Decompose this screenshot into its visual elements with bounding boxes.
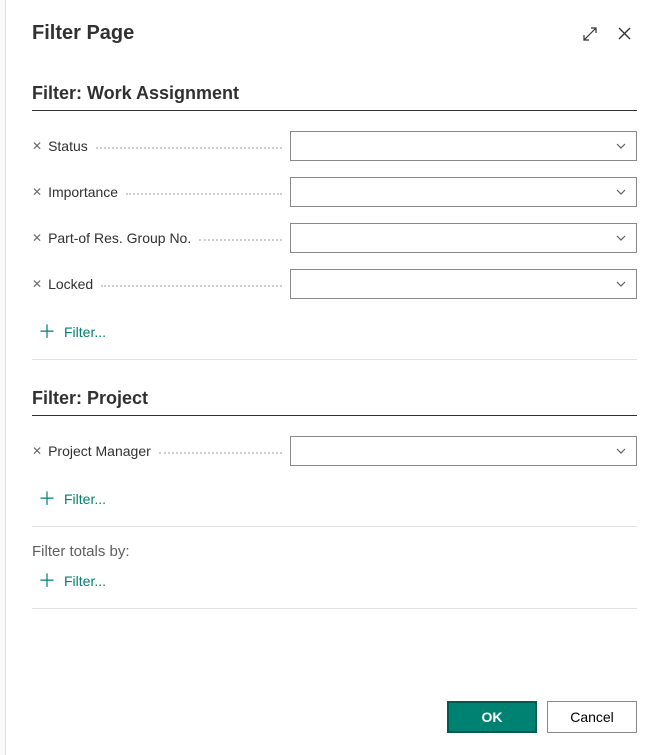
remove-filter-icon[interactable]: ✕ bbox=[32, 186, 42, 198]
plus-icon: ＋ bbox=[38, 490, 56, 508]
add-filter-label: Filter... bbox=[64, 324, 106, 340]
chevron-down-icon bbox=[614, 185, 628, 199]
filter-row-importance: ✕ Importance bbox=[32, 177, 637, 207]
filter-row-locked: ✕ Locked bbox=[32, 269, 637, 299]
chevron-down-icon bbox=[614, 231, 628, 245]
add-filter-work-assignment[interactable]: ＋ Filter... bbox=[38, 323, 106, 341]
dialog-header: Filter Page bbox=[6, 0, 655, 55]
filter-label-wrap: ✕ Part-of Res. Group No. bbox=[32, 230, 290, 246]
plus-icon: ＋ bbox=[38, 323, 56, 341]
locked-dropdown[interactable] bbox=[290, 269, 637, 299]
filter-row-status: ✕ Status bbox=[32, 131, 637, 161]
add-filter-totals[interactable]: ＋ Filter... bbox=[38, 572, 106, 590]
ok-button[interactable]: OK bbox=[447, 701, 537, 733]
filter-row-project-manager: ✕ Project Manager bbox=[32, 436, 637, 466]
page-title: Filter Page bbox=[32, 22, 567, 45]
section-rule bbox=[32, 110, 637, 111]
filter-label: Importance bbox=[48, 184, 122, 200]
section-rule bbox=[32, 415, 637, 416]
dotted-leader bbox=[96, 147, 282, 149]
add-filter-project[interactable]: ＋ Filter... bbox=[38, 490, 106, 508]
filter-label-wrap: ✕ Importance bbox=[32, 184, 290, 200]
section-divider bbox=[32, 359, 637, 360]
filter-page-dialog: Filter Page Filter: Work Assignment ✕ St… bbox=[6, 0, 655, 755]
status-dropdown[interactable] bbox=[290, 131, 637, 161]
filter-label: Status bbox=[48, 138, 92, 154]
plus-icon: ＋ bbox=[38, 572, 56, 590]
remove-filter-icon[interactable]: ✕ bbox=[32, 140, 42, 152]
dotted-leader bbox=[199, 239, 282, 241]
dotted-leader bbox=[101, 285, 282, 287]
filter-label-wrap: ✕ Status bbox=[32, 138, 290, 154]
add-filter-label: Filter... bbox=[64, 573, 106, 589]
expand-icon[interactable] bbox=[579, 23, 601, 45]
section-divider bbox=[32, 608, 637, 609]
section-title-project: Filter: Project bbox=[32, 388, 637, 409]
filter-label: Part-of Res. Group No. bbox=[48, 230, 195, 246]
dotted-leader bbox=[126, 193, 282, 195]
importance-dropdown[interactable] bbox=[290, 177, 637, 207]
cancel-button[interactable]: Cancel bbox=[547, 701, 637, 733]
dialog-content: Filter: Work Assignment ✕ Status ✕ Impor… bbox=[6, 55, 655, 685]
chevron-down-icon bbox=[614, 277, 628, 291]
filter-label: Locked bbox=[48, 276, 97, 292]
add-filter-label: Filter... bbox=[64, 491, 106, 507]
chevron-down-icon bbox=[614, 444, 628, 458]
remove-filter-icon[interactable]: ✕ bbox=[32, 278, 42, 290]
remove-filter-icon[interactable]: ✕ bbox=[32, 232, 42, 244]
filter-label: Project Manager bbox=[48, 443, 155, 459]
chevron-down-icon bbox=[614, 139, 628, 153]
project-manager-dropdown[interactable] bbox=[290, 436, 637, 466]
section-title-totals: Filter totals by: bbox=[32, 543, 637, 560]
dotted-leader bbox=[159, 452, 282, 454]
dialog-footer: OK Cancel bbox=[6, 685, 655, 755]
filter-label-wrap: ✕ Locked bbox=[32, 276, 290, 292]
res-group-dropdown[interactable] bbox=[290, 223, 637, 253]
close-icon[interactable] bbox=[613, 23, 635, 45]
filter-row-res-group: ✕ Part-of Res. Group No. bbox=[32, 223, 637, 253]
remove-filter-icon[interactable]: ✕ bbox=[32, 445, 42, 457]
filter-label-wrap: ✕ Project Manager bbox=[32, 443, 290, 459]
section-title-work-assignment: Filter: Work Assignment bbox=[32, 83, 637, 104]
section-divider bbox=[32, 526, 637, 527]
